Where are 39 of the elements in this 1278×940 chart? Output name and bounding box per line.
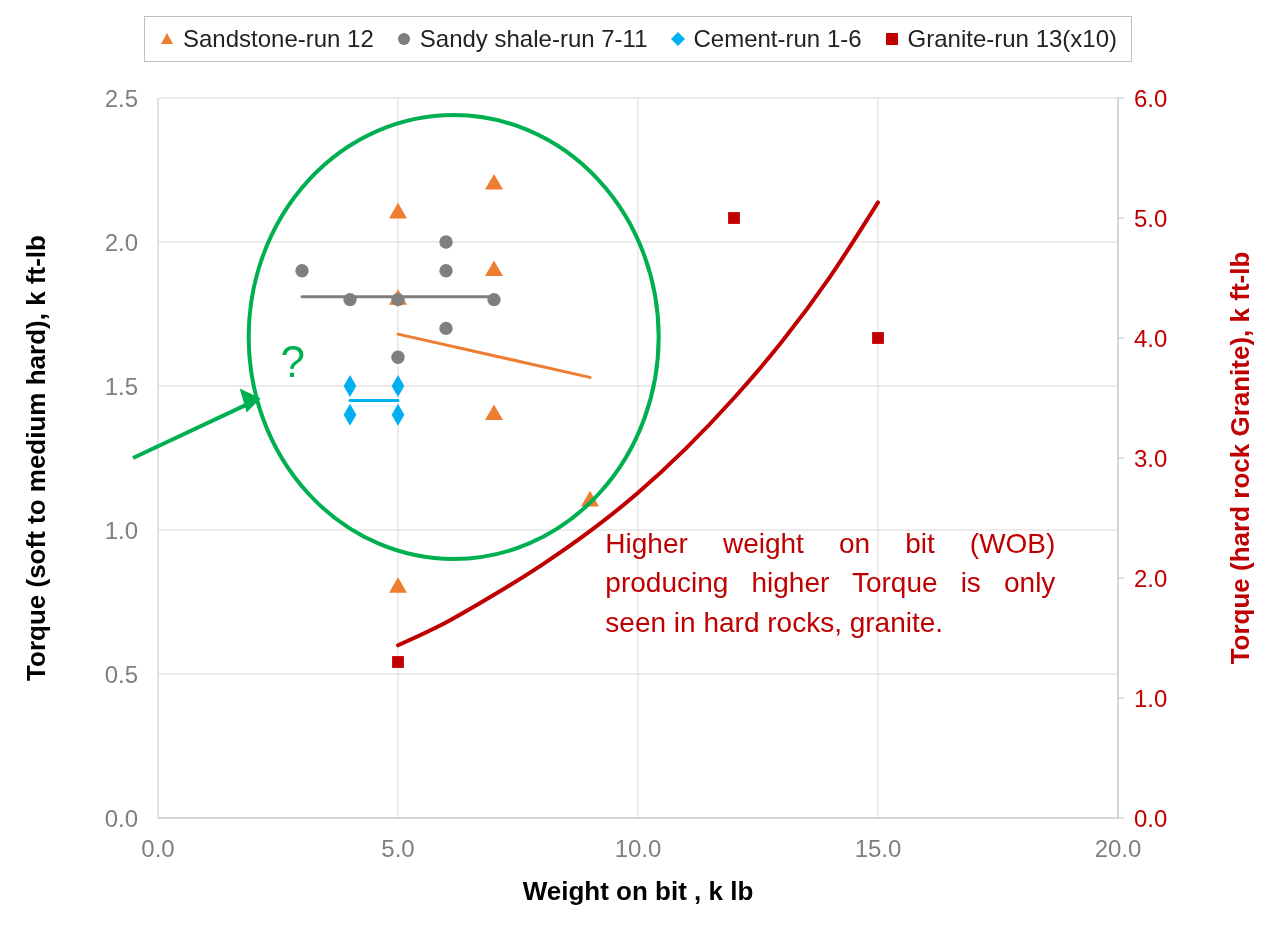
y-tick-label: 1.0: [104, 516, 138, 544]
point: [389, 577, 407, 593]
y-axis-title: Torque (soft to medium hard), k ft-lb: [21, 235, 52, 681]
point: [391, 350, 405, 364]
legend-label: Cement-run 1-6: [692, 25, 862, 53]
legend-label: Granite-run 13(x10): [906, 25, 1118, 53]
legend-label: Sandy shale-run 7-11: [418, 25, 648, 53]
y2-tick-label: 4.0: [1134, 324, 1168, 352]
y-tick-label: 1.5: [104, 372, 138, 400]
y2-tick-label: 3.0: [1134, 444, 1168, 472]
y-tick-label: 2.5: [104, 84, 138, 112]
y2-axis-title: Torque (hard rock Granite), k ft-lb: [1225, 251, 1256, 665]
legend-label: Sandstone-run 12: [182, 25, 374, 53]
y2-tick-label: 1.0: [1134, 684, 1168, 712]
point: [343, 292, 357, 307]
y-tick-label: 0.5: [104, 660, 138, 688]
x-tick-label: 0.0: [141, 835, 175, 863]
point: [392, 656, 404, 668]
y2-tick-label: 6.0: [1134, 84, 1168, 112]
point: [485, 404, 503, 420]
point: [728, 212, 740, 224]
x-axis-title: Weight on bit , k lb: [522, 876, 754, 906]
x-tick-label: 5.0: [381, 835, 415, 863]
annotation: ?: [280, 337, 305, 388]
x-tick-label: 15.0: [854, 835, 902, 863]
x-tick-label: 10.0: [614, 835, 662, 863]
point: [439, 264, 453, 278]
point: [487, 292, 501, 307]
point: [295, 264, 309, 278]
point: [872, 332, 884, 344]
y-tick-label: 2.0: [104, 228, 138, 256]
y2-tick-label: 2.0: [1134, 564, 1168, 592]
x-tick-label: 20.0: [1094, 835, 1142, 863]
point: [439, 321, 453, 336]
y2-tick-label: 5.0: [1134, 204, 1168, 232]
point: [439, 235, 453, 249]
y2-tick-label: 0.0: [1134, 804, 1168, 832]
annotation: Higher weight on bit (WOB) producing higher Torque is only seen in hard rocks, granite.: [605, 527, 1056, 640]
y-tick-label: 0.0: [104, 804, 138, 832]
